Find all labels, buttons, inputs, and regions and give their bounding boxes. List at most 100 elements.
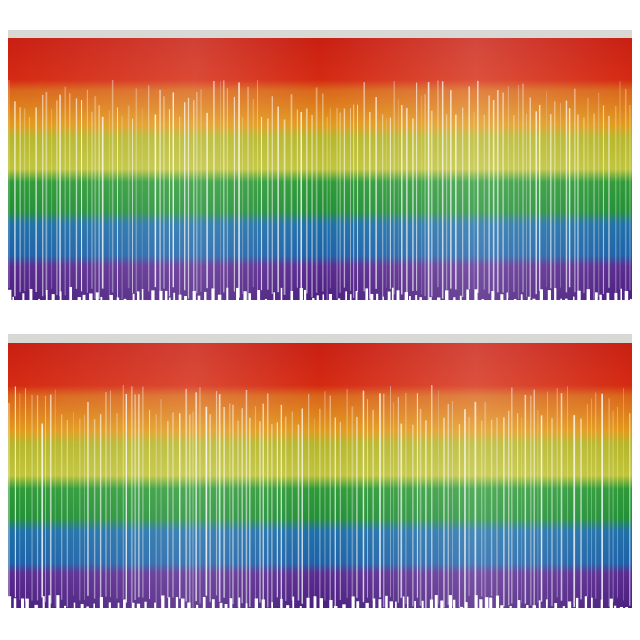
fringe-end bbox=[429, 297, 432, 302]
fringe-end bbox=[485, 597, 489, 610]
fringe-end bbox=[391, 287, 394, 302]
fringe-end bbox=[80, 604, 84, 610]
fringe-end bbox=[299, 288, 303, 302]
fringe-end bbox=[500, 605, 504, 610]
fringe-end bbox=[436, 297, 441, 302]
fringe-end bbox=[351, 596, 355, 610]
fringe-end bbox=[376, 293, 379, 302]
fringe-end bbox=[229, 598, 233, 610]
fringe-end bbox=[217, 294, 222, 302]
fringe-end bbox=[345, 291, 348, 302]
fringe-end bbox=[584, 596, 588, 610]
fringe-end bbox=[306, 597, 310, 610]
fringe-end bbox=[131, 602, 135, 610]
fringe-end bbox=[290, 290, 294, 302]
fringe-end bbox=[108, 602, 111, 610]
fringe-end bbox=[73, 602, 76, 610]
fringe-end bbox=[136, 603, 141, 610]
fringe-end bbox=[141, 289, 144, 302]
fringe-end bbox=[271, 602, 273, 610]
fringe-end bbox=[109, 294, 113, 302]
fringe-end bbox=[181, 598, 185, 610]
fringe-end bbox=[168, 297, 171, 302]
fringe-end bbox=[69, 287, 73, 302]
fringe-end bbox=[48, 595, 51, 610]
fringe-end bbox=[219, 602, 223, 610]
fringe-end bbox=[211, 288, 215, 302]
fringe-end bbox=[560, 298, 563, 302]
fringe-end bbox=[243, 291, 247, 302]
fringe-end bbox=[161, 595, 165, 610]
fringe-end bbox=[448, 595, 453, 610]
fringe-end bbox=[211, 599, 215, 610]
fringe-end bbox=[8, 289, 12, 302]
fringe-end bbox=[513, 298, 517, 302]
fringe-end bbox=[319, 598, 323, 610]
fringe-end bbox=[178, 294, 182, 302]
fringe-end bbox=[567, 601, 572, 610]
fringe-end bbox=[303, 289, 307, 302]
fringe-end bbox=[594, 292, 598, 302]
fringe-end bbox=[254, 598, 259, 610]
fringe-end bbox=[445, 290, 449, 302]
fringe-end bbox=[21, 598, 25, 610]
fringe-end bbox=[51, 294, 55, 302]
fringe-end bbox=[370, 293, 374, 302]
fringe-end bbox=[620, 288, 622, 302]
fringe-end bbox=[86, 606, 89, 610]
fringe-end bbox=[257, 290, 261, 302]
fringe-end bbox=[280, 598, 283, 610]
fringe-end bbox=[286, 605, 290, 610]
fringe-end bbox=[280, 287, 283, 302]
fringe-end bbox=[419, 297, 422, 302]
fringe-end bbox=[12, 296, 15, 302]
fringe-end bbox=[204, 291, 207, 302]
fringe-end bbox=[491, 291, 495, 302]
fringe-end bbox=[575, 597, 579, 610]
banner-header bbox=[8, 30, 632, 39]
fringe-end bbox=[406, 596, 409, 610]
fringe-end bbox=[509, 605, 512, 610]
fringe-end bbox=[385, 595, 388, 610]
fringe-end bbox=[99, 597, 103, 610]
fringe-end bbox=[192, 290, 196, 302]
fringe-end bbox=[100, 296, 103, 302]
fringe-end bbox=[261, 599, 265, 610]
fringe-end bbox=[184, 296, 188, 302]
fringe-end bbox=[56, 595, 60, 610]
fringe-end bbox=[328, 293, 332, 302]
fringe-end bbox=[42, 596, 45, 610]
fringe-end bbox=[562, 606, 565, 610]
fringe-end bbox=[175, 597, 179, 610]
fringe-end bbox=[322, 294, 325, 302]
fringe-end bbox=[619, 606, 623, 610]
fringe-end bbox=[312, 297, 315, 302]
fringe-end bbox=[539, 289, 543, 302]
fringe-end bbox=[389, 601, 394, 610]
fringe-end bbox=[248, 293, 251, 302]
fringe-end bbox=[387, 291, 391, 302]
fringe-end bbox=[342, 604, 346, 610]
fringe-end bbox=[624, 290, 629, 302]
fringe-end bbox=[349, 294, 352, 302]
fringe-end bbox=[532, 298, 536, 302]
fringe-end bbox=[547, 290, 551, 302]
fringe-end bbox=[337, 298, 341, 302]
fringe-end bbox=[25, 598, 29, 610]
banner-header bbox=[8, 334, 632, 344]
fringe-end bbox=[404, 292, 409, 302]
fringe-end bbox=[137, 291, 140, 302]
fringe-end bbox=[356, 601, 360, 610]
fringe-end bbox=[415, 295, 418, 302]
fringe-end bbox=[629, 298, 632, 302]
fringe-end bbox=[545, 599, 548, 610]
fringe-end bbox=[573, 296, 575, 302]
fringe-end bbox=[144, 601, 147, 610]
fringe-end bbox=[329, 599, 333, 610]
fringe-end bbox=[117, 602, 120, 610]
fringe-end bbox=[464, 602, 468, 610]
fringe-end bbox=[481, 298, 484, 302]
